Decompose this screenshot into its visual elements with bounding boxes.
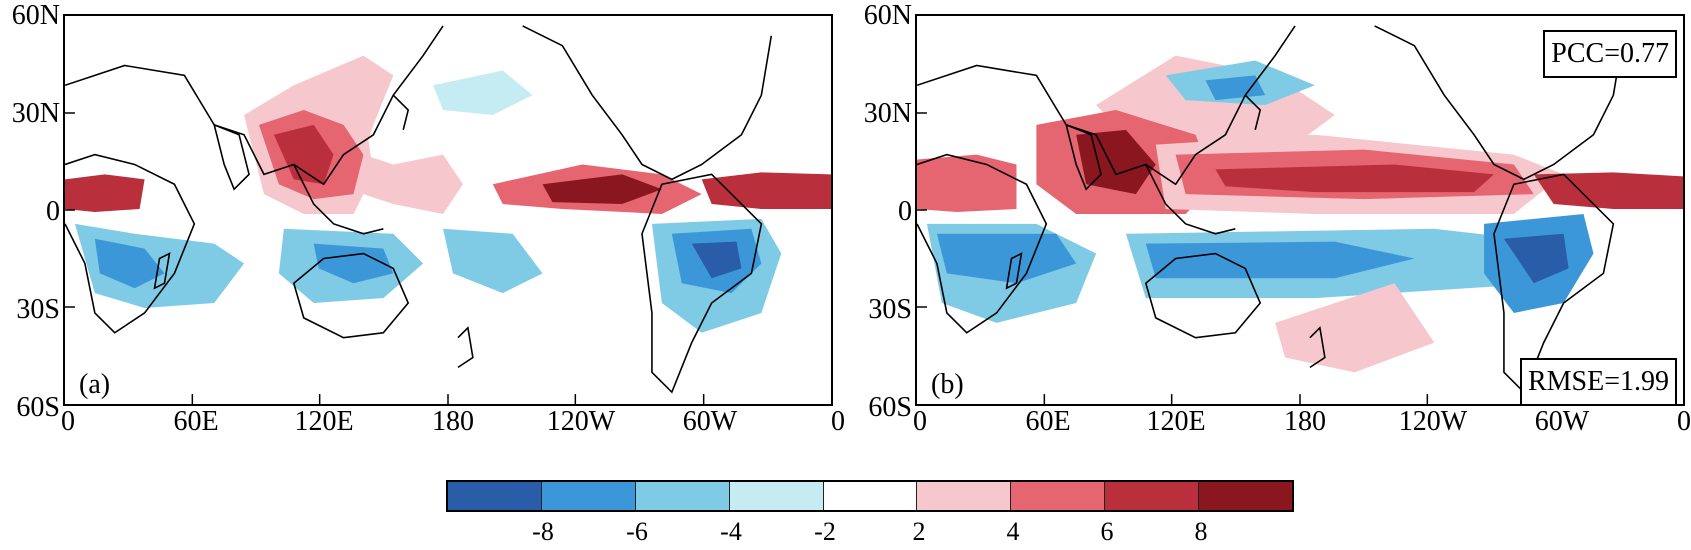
anomaly-africa-red-b — [917, 154, 1017, 212]
lat-label-b-30s: 30S — [868, 294, 912, 325]
anomaly-itcz-pacific-deep-b — [1215, 164, 1494, 193]
colorbar-label-m6: -6 — [626, 517, 648, 546]
anomaly-asia-deep-b — [1076, 129, 1156, 195]
colorbar-segment-2 — [635, 482, 730, 510]
coastline-new-zealand-b — [1309, 326, 1326, 369]
anomaly-sh-pink-b — [1275, 283, 1435, 373]
anomaly-south-pacific-mid-b — [1145, 241, 1415, 279]
lat-label-a-60n: 60N — [11, 0, 60, 31]
lon-label-a-60e: 60E — [173, 406, 219, 437]
lon-label-b-0: 0 — [913, 406, 927, 437]
lat-label-a-30s: 30S — [16, 294, 60, 325]
map-a-svg — [65, 25, 831, 404]
lon-label-b-0-east: 0 — [1677, 406, 1691, 437]
colorbar-label-6: 6 — [1100, 517, 1114, 546]
colorbar-segment-1 — [541, 482, 636, 510]
coastline-madagascar-b — [1005, 252, 1023, 290]
lat-label-a-60s: 60S — [16, 392, 60, 423]
anomaly-asia-deep — [273, 124, 334, 185]
lat-label-b-0: 0 — [898, 196, 912, 227]
anomaly-australia-mid — [313, 243, 394, 284]
coastline-south-america — [641, 173, 763, 394]
anomaly-shading-a — [65, 55, 831, 333]
colorbar-segment-7 — [1105, 482, 1200, 510]
colorbar-segment-0 — [448, 482, 542, 510]
pcc-box: PCC=0.77 — [1543, 30, 1677, 78]
coastline-australia — [292, 252, 410, 339]
coastline-japan-b — [1244, 94, 1262, 131]
anomaly-south-america-deep-b — [1503, 233, 1569, 284]
anomaly-shading-b — [917, 55, 1683, 373]
colorbar-label-8: 8 — [1194, 517, 1208, 546]
colorbar — [446, 480, 1294, 512]
anomaly-south-africa-mid-b — [936, 233, 1077, 284]
anomaly-south-america-deep — [691, 241, 742, 279]
colorbar-label-2: 2 — [912, 517, 926, 546]
lat-label-a-30n: 30N — [11, 98, 60, 129]
coastline-africa-b — [917, 153, 1048, 334]
lon-label-b-180: 180 — [1284, 406, 1326, 437]
lon-label-b-120w: 120W — [1398, 406, 1468, 437]
coastline-new-zealand — [457, 326, 474, 369]
coastline-madagascar — [153, 252, 171, 290]
coastline-south-america-b — [1493, 173, 1615, 394]
panel-a-tag: (a) — [79, 369, 111, 400]
coastline-india — [213, 123, 250, 191]
colorbar-label-m8: -8 — [532, 517, 554, 546]
coastline-se-asia-b — [1145, 164, 1236, 235]
lon-label-b-120e: 120E — [1146, 406, 1206, 437]
coastline-africa — [65, 153, 196, 334]
coastlines-b — [917, 25, 1625, 394]
map-panel-b: (b) PCC=0.77 RMSE=1.99 — [915, 14, 1685, 406]
coastline-north-america-b — [1374, 25, 1625, 181]
lon-label-b-60w: 60W — [1534, 406, 1590, 437]
coastline-japan — [392, 94, 410, 131]
colorbar-label-m4: -4 — [720, 517, 742, 546]
colorbar-segment-6 — [1011, 482, 1106, 510]
lon-label-a-60w: 60W — [682, 406, 738, 437]
coastline-north-america — [522, 25, 773, 181]
colorbar-segment-8 — [1199, 482, 1293, 510]
colorbar-label-4: 4 — [1006, 517, 1020, 546]
colorbar-segment-5 — [917, 482, 1012, 510]
map-panel-a: (a) — [63, 14, 833, 406]
coastline-australia-b — [1144, 252, 1262, 339]
anomaly-north-pacific-mid-b — [1205, 75, 1266, 101]
lat-label-b-60n: 60N — [863, 0, 912, 31]
panel-b-tag: (b) — [931, 369, 964, 400]
anomaly-south-africa-mid — [94, 238, 165, 289]
colorbar-segment-3 — [729, 482, 824, 510]
lon-label-a-0: 0 — [61, 406, 75, 437]
anomaly-itcz-pacific-deep — [542, 174, 662, 205]
lon-label-a-0-east: 0 — [831, 406, 845, 437]
lon-label-a-120w: 120W — [546, 406, 616, 437]
anomaly-north-pacific-blue — [433, 70, 533, 115]
colorbar-label-m2: -2 — [814, 517, 836, 546]
lon-label-a-180: 180 — [432, 406, 474, 437]
coastline-se-asia — [293, 164, 384, 235]
lat-label-b-30n: 30N — [863, 98, 912, 129]
anomaly-africa-red — [65, 174, 145, 212]
ticks-a — [65, 112, 705, 404]
lon-label-b-60e: 60E — [1025, 406, 1071, 437]
lon-label-a-120e: 120E — [294, 406, 354, 437]
lat-label-a-0: 0 — [46, 196, 60, 227]
coastlines-a — [65, 25, 773, 394]
anomaly-atlantic-red — [701, 172, 831, 210]
anomaly-south-pacific-blue — [443, 228, 543, 294]
coastline-india-b — [1065, 123, 1102, 191]
rmse-box: RMSE=1.99 — [1519, 358, 1677, 404]
colorbar-segment-4 — [823, 482, 918, 510]
anomaly-atlantic-red-b — [1533, 172, 1683, 210]
map-b-svg — [917, 25, 1683, 404]
lat-label-b-60s: 60S — [868, 392, 912, 423]
